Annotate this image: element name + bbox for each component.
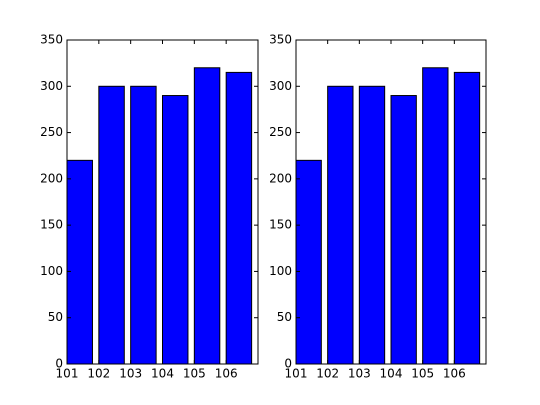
y-tick-label: 200 xyxy=(269,171,292,185)
y-tick-label: 250 xyxy=(40,125,63,139)
bar xyxy=(66,159,93,365)
y-tick-label: 300 xyxy=(40,79,63,93)
y-tick-label: 300 xyxy=(269,79,292,93)
bar xyxy=(193,67,221,365)
x-tick-label: 106 xyxy=(215,367,238,381)
y-tick-label: 100 xyxy=(269,264,292,278)
y-tick-label: 350 xyxy=(269,33,292,47)
bar xyxy=(130,85,157,365)
bar xyxy=(327,85,354,365)
x-tick-label: 105 xyxy=(411,367,434,381)
x-tick-label: 102 xyxy=(87,367,110,381)
y-tick-label: 200 xyxy=(40,171,63,185)
x-tick-label: 104 xyxy=(380,367,403,381)
bar xyxy=(162,95,189,365)
bar xyxy=(98,85,125,365)
x-tick-label: 104 xyxy=(151,367,174,381)
bar xyxy=(390,95,417,365)
y-tick-label: 0 xyxy=(55,357,63,371)
y-tick-label: 50 xyxy=(277,310,292,324)
y-tick-label: 150 xyxy=(269,218,292,232)
y-tick-label: 100 xyxy=(40,264,63,278)
bar xyxy=(225,71,253,365)
y-tick-label: 0 xyxy=(284,357,292,371)
x-tick-label: 103 xyxy=(119,367,142,381)
y-tick-label: 150 xyxy=(40,218,63,232)
x-tick-label: 106 xyxy=(443,367,466,381)
bar xyxy=(453,71,481,365)
x-tick-label: 102 xyxy=(316,367,339,381)
x-tick-label: 101 xyxy=(56,367,79,381)
x-tick-label: 105 xyxy=(183,367,206,381)
y-tick-label: 350 xyxy=(40,33,63,47)
bar xyxy=(358,85,386,365)
bar xyxy=(295,159,322,365)
x-tick-label: 101 xyxy=(285,367,308,381)
y-tick-label: 50 xyxy=(48,310,63,324)
x-tick-label: 103 xyxy=(348,367,371,381)
y-tick-label: 250 xyxy=(269,125,292,139)
bar xyxy=(422,67,449,365)
